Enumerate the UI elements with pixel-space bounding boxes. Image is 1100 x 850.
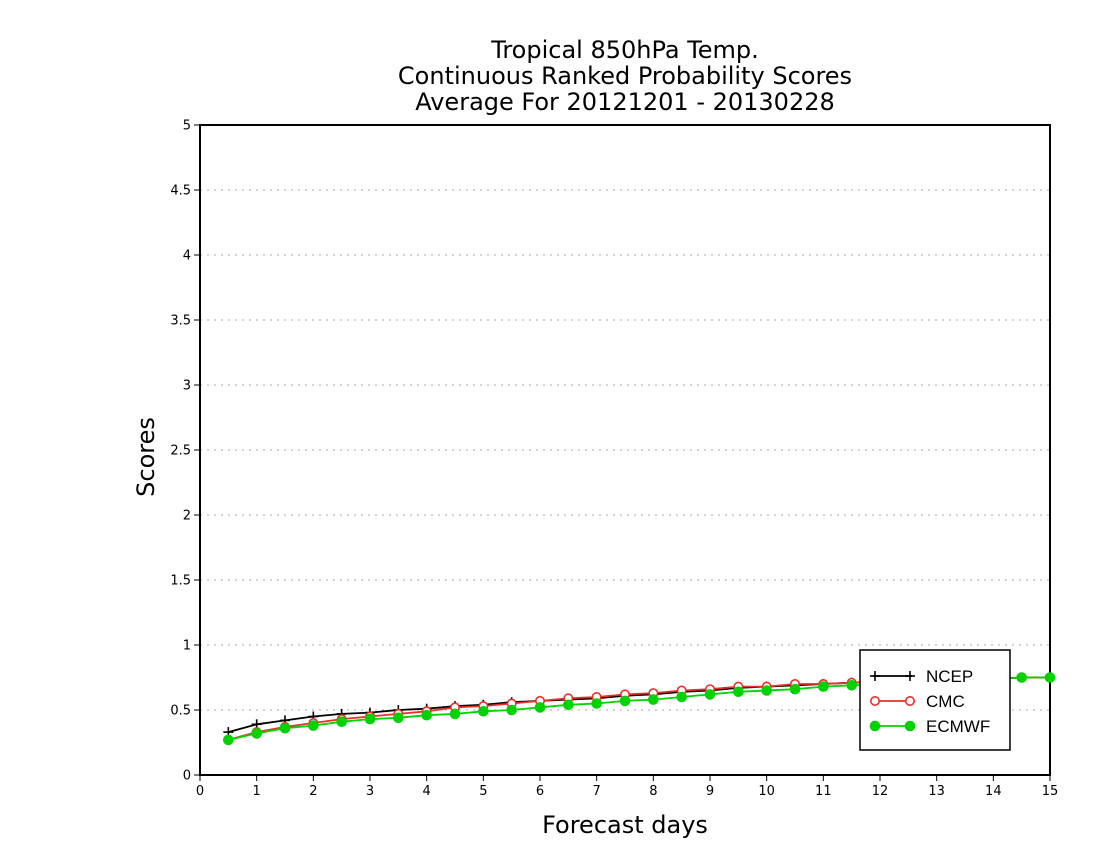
legend-marker-cmc <box>904 695 915 706</box>
x-tick-label: 2 <box>309 784 317 799</box>
data-point-ecmwf <box>534 702 546 713</box>
data-point-ecmwf <box>563 699 574 711</box>
legend-marker-ecmwf <box>869 720 881 732</box>
data-point-ecmwf <box>421 709 432 721</box>
legend-item-ncep: NCEP <box>870 667 973 686</box>
data-point-ecmwf <box>279 722 291 734</box>
y-tick-label: 2 <box>183 509 191 524</box>
data-point-ecmwf <box>1044 672 1056 683</box>
data-point-ecmwf <box>393 712 404 724</box>
data-point-ecmwf <box>619 695 631 707</box>
x-tick-label: 3 <box>366 784 374 799</box>
data-point-ecmwf <box>364 713 376 725</box>
legend-item-ecmwf: ECMWF <box>869 717 990 736</box>
y-tick-label: 4.5 <box>170 184 191 199</box>
y-tick-label: 1 <box>183 639 191 654</box>
x-axis: 0 1 2 3 4 5 6 7 8 9 10 11 12 13 14 15 <box>196 775 1058 799</box>
x-tick-label: 9 <box>706 784 714 799</box>
x-tick-label: 15 <box>1042 784 1059 799</box>
series-ecmwf <box>223 672 1056 746</box>
x-tick-label: 10 <box>758 784 775 799</box>
legend-marker-ncep <box>905 671 915 681</box>
y-tick-label: 3.5 <box>170 314 191 329</box>
x-tick-label: 0 <box>196 784 204 799</box>
legend-marker-cmc <box>869 695 880 706</box>
legend-marker-ncep <box>870 671 880 681</box>
title-line-2: Continuous Ranked Probability Scores <box>398 62 852 90</box>
y-tick-label: 3 <box>183 379 191 394</box>
data-point-ecmwf <box>818 681 829 692</box>
data-point-ecmwf <box>789 683 801 695</box>
y-tick-label: 0.5 <box>170 704 191 719</box>
x-tick-label: 14 <box>985 784 1002 799</box>
data-point-ecmwf <box>676 691 687 703</box>
legend-marker-ecmwf <box>904 720 916 732</box>
x-tick-label: 1 <box>253 784 261 799</box>
legend-box <box>859 649 1011 751</box>
legend-item-cmc: CMC <box>869 692 965 711</box>
y-axis-label: Scores <box>132 417 160 497</box>
x-axis-label: Forecast days <box>542 811 708 839</box>
x-tick-label: 11 <box>815 784 832 799</box>
data-point-ecmwf <box>308 720 319 731</box>
title-line-1: Tropical 850hPa Temp. <box>490 36 759 64</box>
data-point-ecmwf <box>506 704 517 716</box>
data-point-ecmwf <box>478 706 489 717</box>
x-tick-label: 5 <box>479 784 487 799</box>
x-tick-label: 8 <box>649 784 657 799</box>
data-point-ecmwf <box>846 680 857 691</box>
y-tick-label: 0 <box>183 769 191 784</box>
x-tick-label: 7 <box>593 784 601 799</box>
data-point-ecmwf <box>591 698 602 709</box>
y-tick-label: 4 <box>183 249 191 264</box>
data-point-ecmwf <box>648 694 659 705</box>
x-tick-label: 6 <box>536 784 544 799</box>
gridlines <box>200 189 1050 711</box>
x-tick-label: 4 <box>423 784 431 799</box>
legend: NCEP CMC ECMWF <box>859 649 1011 751</box>
x-tick-label: 13 <box>928 784 945 799</box>
chart-title: Tropical 850hPa Temp. Continuous Ranked … <box>398 36 852 116</box>
data-point-ecmwf <box>761 685 772 696</box>
data-point-ecmwf <box>336 716 347 728</box>
y-tick-label: 2.5 <box>170 444 191 459</box>
legend-label-ncep: NCEP <box>926 667 973 686</box>
legend-label-ecmwf: ECMWF <box>926 717 990 736</box>
data-point-ecmwf <box>704 689 716 700</box>
data-point-ecmwf <box>251 728 262 739</box>
legend-label-cmc: CMC <box>926 692 965 711</box>
data-point-ecmwf <box>733 686 744 698</box>
title-line-3: Average For 20121201 - 20130228 <box>415 88 835 116</box>
data-point-ecmwf <box>223 734 234 746</box>
data-point-ecmwf <box>1016 672 1027 683</box>
y-tick-label: 5 <box>183 119 191 134</box>
x-tick-label: 12 <box>872 784 889 799</box>
y-axis: 0 0.5 1 1.5 2 2.5 3 3.5 4 4.5 5 <box>170 119 200 784</box>
y-tick-label: 1.5 <box>170 574 191 589</box>
data-point-ecmwf <box>449 708 461 720</box>
